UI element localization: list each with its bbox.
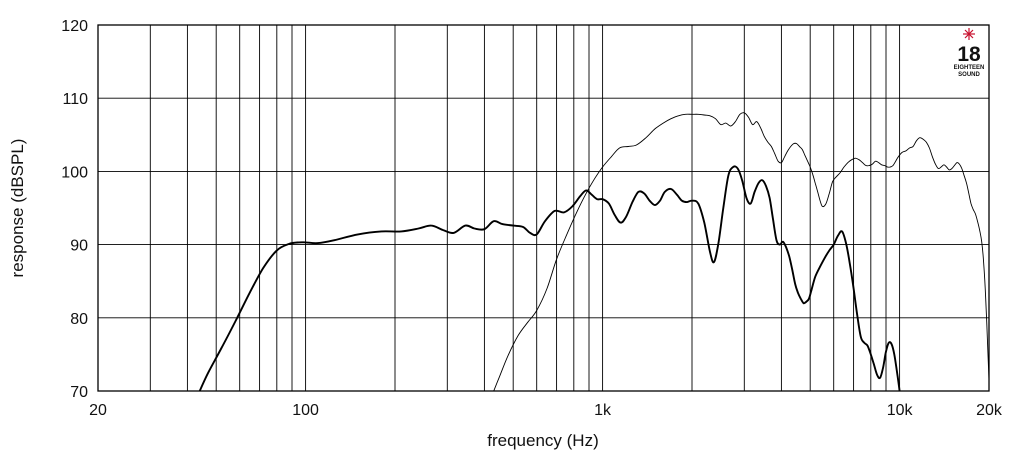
y-tick-label: 70 bbox=[70, 384, 88, 401]
y-tick-label: 80 bbox=[70, 311, 88, 328]
off-axis-response-line bbox=[493, 112, 989, 391]
x-tick-label: 100 bbox=[292, 402, 319, 419]
y-tick-label: 110 bbox=[62, 91, 88, 108]
x-axis-title: frequency (Hz) bbox=[487, 431, 598, 450]
x-tick-labels: 20 100 1k 10k 20k bbox=[89, 402, 1003, 419]
y-tick-label: 120 bbox=[61, 18, 88, 35]
brand-logo: 18 EIGHTEEN SOUND bbox=[954, 28, 985, 78]
x-tick-label: 20k bbox=[976, 402, 1003, 419]
y-tick-labels: 70 80 90 100 110 120 bbox=[61, 18, 88, 401]
y-axis-title: response (dBSPL) bbox=[8, 139, 27, 278]
y-tick-label: 100 bbox=[61, 164, 88, 181]
star-burst-icon bbox=[963, 28, 975, 40]
x-tick-label: 10k bbox=[887, 402, 914, 419]
series-layer bbox=[198, 112, 989, 391]
logo-line-2: SOUND bbox=[958, 72, 980, 78]
on-axis-response-line bbox=[198, 165, 901, 391]
plot-frame bbox=[97, 24, 990, 392]
x-tick-label: 20 bbox=[89, 402, 107, 419]
logo-number: 18 bbox=[957, 43, 981, 66]
logo-line-1: EIGHTEEN bbox=[954, 65, 985, 71]
y-tick-label: 90 bbox=[70, 238, 88, 255]
plot-background bbox=[98, 25, 989, 391]
x-tick-label: 1k bbox=[594, 402, 612, 419]
x-gridlines bbox=[97, 25, 990, 391]
